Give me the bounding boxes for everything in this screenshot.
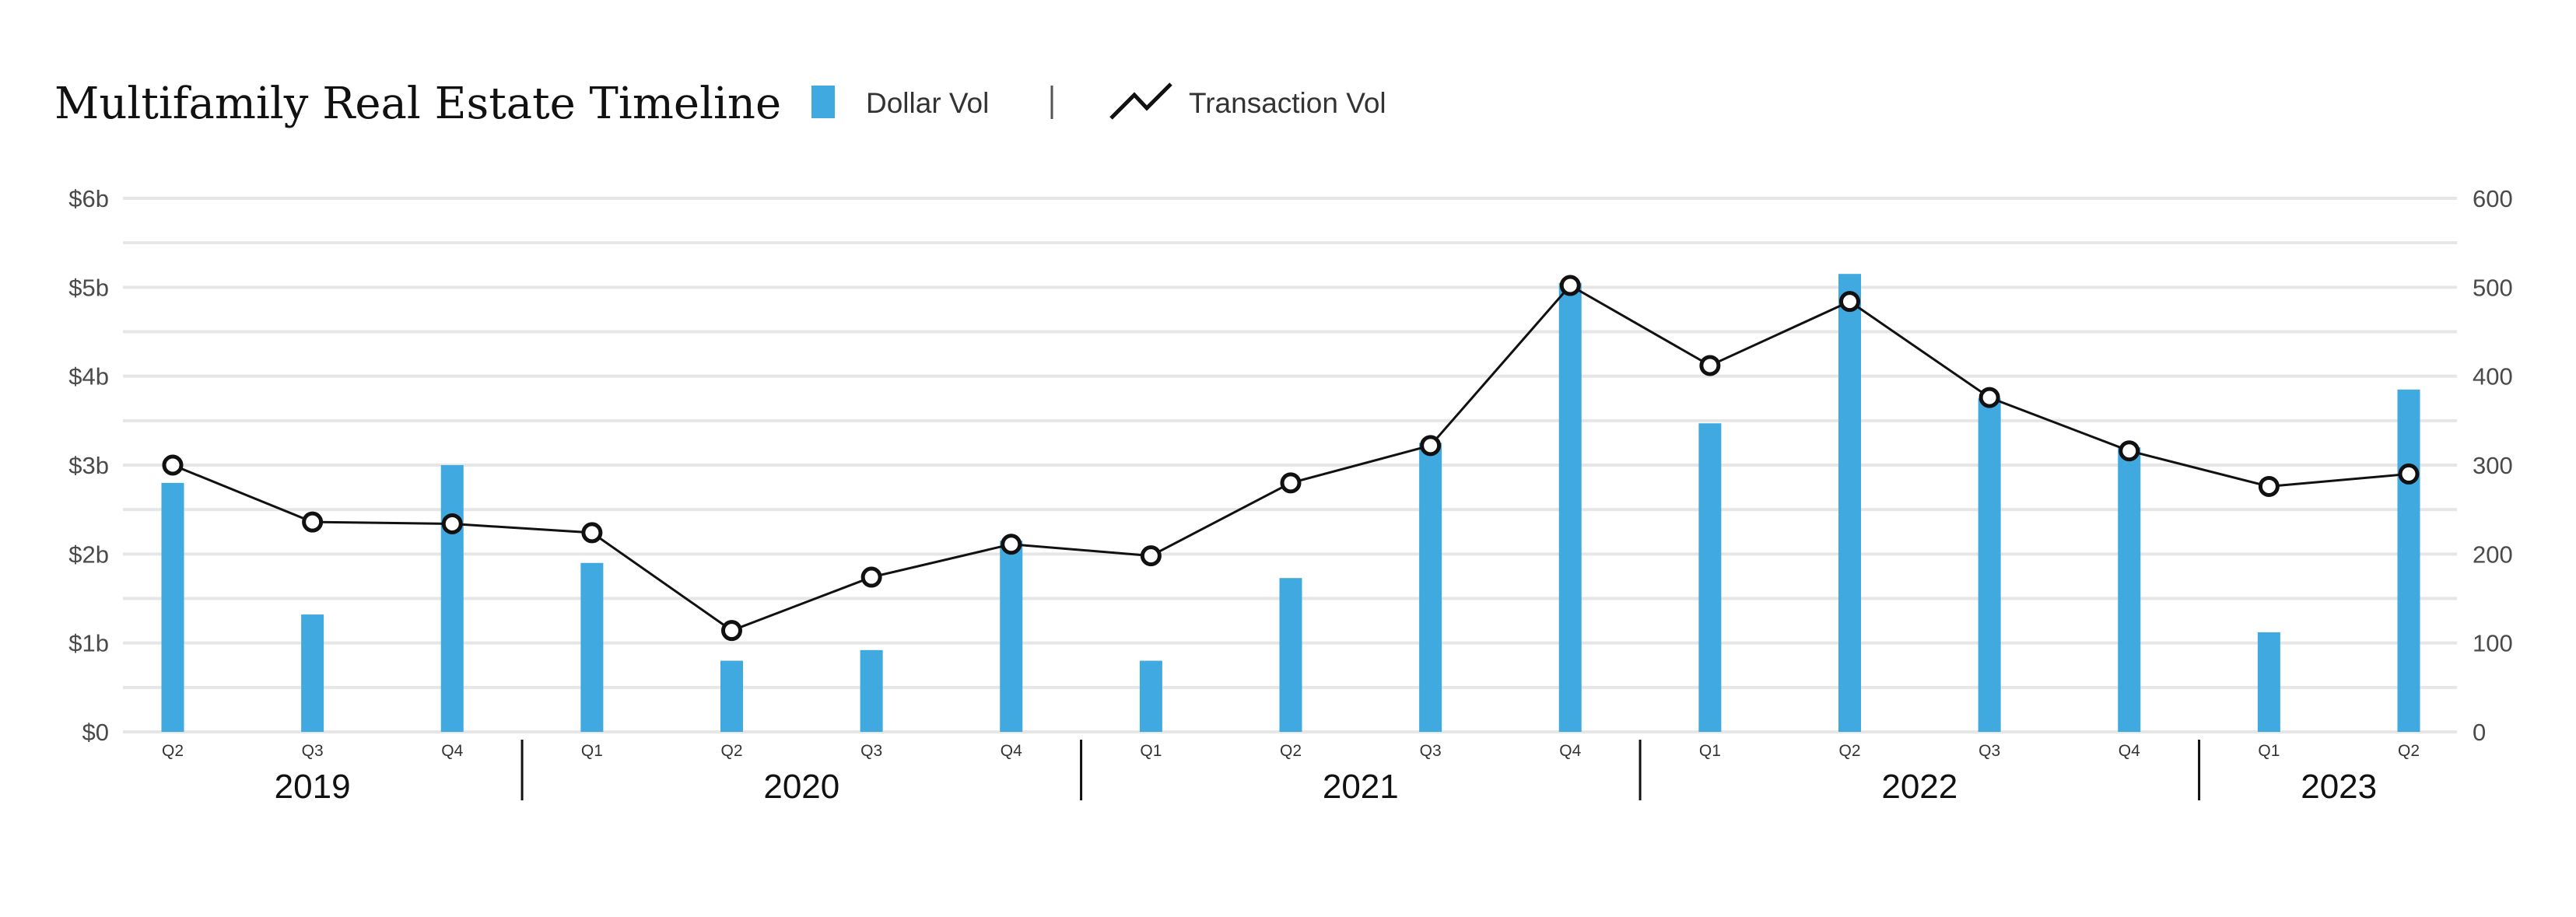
y-left-tick-label: $3b xyxy=(68,452,109,479)
bar xyxy=(580,562,604,732)
bar xyxy=(1279,578,1302,732)
bar xyxy=(161,482,184,732)
bar xyxy=(1698,423,1722,732)
y-right-tick-label: 200 xyxy=(2473,541,2513,568)
bar xyxy=(2257,632,2280,732)
x-tick-label: Q2 xyxy=(1280,742,1302,760)
y-axis-left: $0 $1b $2b $3b $4b $5b $6b xyxy=(68,185,109,746)
x-tick-label: Q4 xyxy=(441,742,463,760)
y-left-tick-label: $4b xyxy=(68,363,109,390)
bar xyxy=(1139,660,1162,732)
x-tick-label: Q3 xyxy=(860,742,882,760)
line-point xyxy=(2258,475,2280,497)
line-point xyxy=(162,454,184,476)
bar xyxy=(301,614,324,732)
x-tick-label: Q1 xyxy=(1699,742,1721,760)
legend-label-transaction-vol: Transaction Vol xyxy=(1189,87,1386,119)
x-tick-label: Q4 xyxy=(1001,742,1022,760)
y-left-tick-label: $5b xyxy=(68,274,109,301)
x-tick-label: Q1 xyxy=(2258,742,2280,760)
line-point xyxy=(1420,435,1442,457)
line-point xyxy=(860,566,882,588)
bar xyxy=(720,660,743,732)
y-left-tick-label: $1b xyxy=(68,630,109,657)
year-label: 2022 xyxy=(1881,768,1957,806)
line-point xyxy=(1978,387,2000,408)
bar xyxy=(2397,389,2420,732)
y-right-tick-label: 0 xyxy=(2473,719,2486,746)
x-tick-label: Q4 xyxy=(1559,742,1581,760)
y-left-tick-label: $2b xyxy=(68,541,109,568)
bar xyxy=(1000,541,1023,732)
bar xyxy=(1419,443,1442,732)
legend-label-dollar-vol: Dollar Vol xyxy=(866,87,989,119)
x-axis: Q2 Q3 Q4 Q1 Q2 Q3 Q4 Q1 Q2 Q3 Q4 Q1 Q2 Q3 Q4 Q1 Q2 2019 20… xyxy=(162,740,2420,806)
x-tick-label: Q2 xyxy=(720,742,742,760)
y-right-tick-label: 500 xyxy=(2473,274,2513,301)
year-label: 2023 xyxy=(2301,768,2377,806)
y-right-tick-label: 600 xyxy=(2473,185,2513,212)
line-point xyxy=(1839,291,1860,313)
bar-swatch-icon xyxy=(811,86,835,118)
line-point xyxy=(1559,275,1581,296)
line-point xyxy=(1001,534,1022,555)
legend: Dollar Vol Transaction Vol xyxy=(811,82,1386,120)
x-tick-label: Q3 xyxy=(302,742,324,760)
line-point xyxy=(1280,472,1302,494)
line-point xyxy=(581,522,603,544)
x-tick-label: Q1 xyxy=(581,742,603,760)
bar xyxy=(440,465,464,732)
x-tick-label: Q4 xyxy=(2119,742,2140,760)
bar xyxy=(1558,282,1582,732)
y-left-tick-label: $0 xyxy=(82,719,109,746)
chart-title: Multifamily Real Estate Timeline xyxy=(54,79,781,129)
bar xyxy=(860,649,883,732)
x-tick-label: Q3 xyxy=(1978,742,2000,760)
x-tick-label: Q2 xyxy=(162,742,184,760)
bars-dollar-vol xyxy=(161,274,2420,732)
x-tick-label: Q2 xyxy=(2398,742,2420,760)
line-point xyxy=(2398,463,2420,485)
line-point xyxy=(441,513,463,534)
line-point xyxy=(2119,440,2140,462)
y-right-tick-label: 400 xyxy=(2473,363,2513,390)
x-tick-label: Q3 xyxy=(1420,742,1442,760)
line-point xyxy=(1699,355,1721,376)
bar xyxy=(2118,447,2141,732)
year-label: 2020 xyxy=(763,768,839,806)
year-label: 2021 xyxy=(1323,768,1399,806)
y-left-tick-label: $6b xyxy=(68,185,109,212)
line-point xyxy=(1140,545,1162,567)
line-zigzag-icon xyxy=(1109,82,1172,120)
line-point xyxy=(302,511,324,533)
line-point xyxy=(721,620,742,642)
x-tick-label: Q1 xyxy=(1140,742,1162,760)
y-right-tick-label: 300 xyxy=(2473,452,2513,479)
bar xyxy=(1978,398,2001,732)
x-tick-label: Q2 xyxy=(1838,742,1860,760)
y-right-tick-label: 100 xyxy=(2473,630,2513,657)
year-label: 2019 xyxy=(275,768,351,806)
bar xyxy=(1838,274,1861,732)
line-transaction-vol xyxy=(162,275,2420,642)
y-axis-right: 0 100 200 300 400 500 600 xyxy=(2473,185,2513,746)
